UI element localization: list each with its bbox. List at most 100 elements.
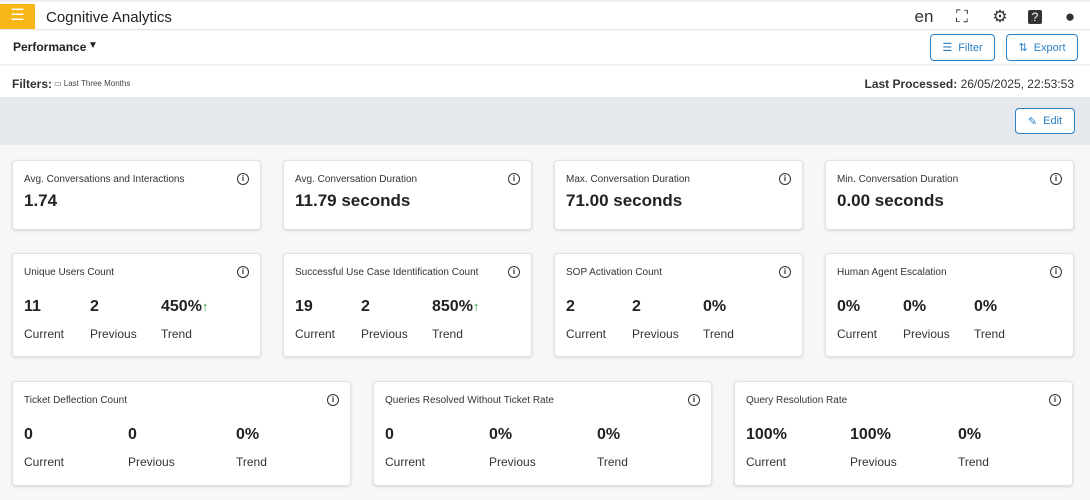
trend-value: 850% bbox=[432, 298, 473, 315]
fullscreen-icon[interactable]: ⛶ bbox=[956, 7, 968, 26]
date-filter-text: Last Three Months bbox=[63, 79, 131, 88]
metric-card: Query Resolution Rate i 100% Current 100%… bbox=[734, 381, 1073, 486]
filters-row: Filters: ▭ Last Three Months Last Proces… bbox=[0, 66, 1090, 97]
account-icon[interactable]: ● bbox=[1064, 7, 1076, 26]
trend-value: 0% bbox=[236, 426, 260, 443]
language-selector[interactable]: en bbox=[914, 7, 934, 26]
trend-value: 0% bbox=[703, 298, 727, 315]
filter-button[interactable]: ☰ Filter bbox=[930, 34, 995, 61]
help-icon[interactable]: ? bbox=[1028, 10, 1042, 24]
previous-label: Previous bbox=[489, 455, 536, 469]
date-filter-chip[interactable]: ▭ Last Three Months bbox=[54, 79, 130, 88]
previous-label: Previous bbox=[903, 327, 950, 341]
current-value: 0 bbox=[385, 426, 394, 443]
trend-label: Trend bbox=[597, 455, 628, 469]
edit-label: Edit bbox=[1043, 115, 1063, 127]
metric-card: Ticket Deflection Count i 0 Current 0 Prev… bbox=[12, 381, 351, 486]
card-title: Ticket Deflection Count bbox=[24, 395, 128, 406]
card-title: Avg. Conversation Duration bbox=[295, 174, 418, 185]
trend-value: 450% bbox=[161, 298, 202, 315]
previous-value: 2 bbox=[90, 298, 99, 315]
export-button[interactable]: ⇅ Export bbox=[1006, 34, 1078, 61]
metric-card: Unique Users Count i 11 Current 2 Previous… bbox=[12, 253, 261, 357]
previous-label: Previous bbox=[361, 327, 408, 341]
previous-label: Previous bbox=[850, 455, 897, 469]
current-label: Current bbox=[295, 327, 336, 341]
metric-card: Successful Use Case Identification Count… bbox=[283, 253, 532, 357]
info-icon[interactable]: i bbox=[327, 394, 339, 406]
filter-icon: ☰ bbox=[942, 42, 953, 54]
card-title: Queries Resolved Without Ticket Rate bbox=[385, 395, 554, 406]
sort-icon: ⇅ bbox=[1018, 42, 1028, 54]
edit-band: ✎ Edit bbox=[0, 97, 1090, 145]
summary-card: Avg. Conversation Duration i 11.79 secon… bbox=[283, 160, 532, 230]
metric-card: Human Agent Escalation i 0% Current 0% Pre… bbox=[825, 253, 1074, 357]
previous-label: Previous bbox=[128, 455, 175, 469]
card-value: 71.00 seconds bbox=[566, 191, 683, 210]
card-title: Avg. Conversations and Interactions bbox=[24, 174, 185, 185]
menu-icon[interactable]: ☰ bbox=[0, 4, 35, 29]
current-label: Current bbox=[837, 327, 878, 341]
current-label: Current bbox=[24, 327, 65, 341]
info-icon[interactable]: i bbox=[1050, 173, 1062, 185]
info-icon[interactable]: i bbox=[237, 266, 249, 278]
trend-label: Trend bbox=[161, 327, 192, 341]
current-label: Current bbox=[385, 455, 426, 469]
trend-label: Trend bbox=[236, 455, 267, 469]
settings-icon[interactable]: ⚙ bbox=[992, 7, 1008, 26]
export-label: Export bbox=[1033, 41, 1066, 54]
summary-card: Max. Conversation Duration i 71.00 secon… bbox=[554, 160, 803, 230]
current-value: 19 bbox=[295, 298, 313, 315]
trend-label: Trend bbox=[703, 327, 734, 341]
view-dropdown[interactable]: Performance bbox=[13, 40, 87, 54]
info-icon[interactable]: i bbox=[237, 173, 249, 185]
card-title: Min. Conversation Duration bbox=[837, 174, 959, 185]
info-icon[interactable]: i bbox=[1049, 394, 1061, 406]
edit-button[interactable]: ✎ Edit bbox=[1015, 108, 1075, 134]
info-icon[interactable]: i bbox=[688, 394, 700, 406]
info-icon[interactable]: i bbox=[779, 173, 791, 185]
filters-label: Filters: bbox=[12, 77, 53, 91]
card-title: Human Agent Escalation bbox=[837, 267, 947, 278]
last-processed-label: Last Processed: bbox=[864, 77, 958, 91]
pencil-icon: ✎ bbox=[1027, 115, 1038, 128]
arrow-up-icon: ↑ bbox=[472, 299, 480, 314]
info-icon[interactable]: i bbox=[508, 173, 520, 185]
info-icon[interactable]: i bbox=[1050, 266, 1062, 278]
last-processed: Last Processed: 26/05/2025, 22:53:53 bbox=[865, 77, 1075, 91]
current-label: Current bbox=[566, 327, 607, 341]
current-value: 0 bbox=[24, 426, 33, 443]
trend-value: 0% bbox=[597, 426, 621, 443]
card-value: 11.79 seconds bbox=[295, 191, 411, 210]
metric-card: Queries Resolved Without Ticket Rate i 0… bbox=[373, 381, 712, 486]
card-title: Unique Users Count bbox=[24, 267, 115, 278]
info-icon[interactable]: i bbox=[779, 266, 791, 278]
previous-value: 2 bbox=[361, 298, 370, 315]
chevron-down-icon[interactable]: ▼ bbox=[88, 40, 98, 51]
current-value: 0% bbox=[837, 298, 861, 315]
card-title: Query Resolution Rate bbox=[746, 395, 848, 406]
card-value: 1.74 bbox=[24, 191, 58, 210]
calendar-icon: ▭ bbox=[54, 79, 64, 88]
filter-label: Filter bbox=[958, 41, 983, 54]
current-value: 2 bbox=[566, 298, 575, 315]
info-icon[interactable]: i bbox=[508, 266, 520, 278]
current-value: 11 bbox=[24, 298, 41, 315]
metric-card: SOP Activation Count i 2 Current 2 Previou… bbox=[554, 253, 803, 357]
current-label: Current bbox=[746, 455, 787, 469]
card-title: Successful Use Case Identification Count bbox=[295, 267, 479, 278]
sub-header: Performance ▼ ☰ Filter ⇅ Export bbox=[0, 31, 1090, 65]
current-label: Current bbox=[24, 455, 65, 469]
summary-card: Min. Conversation Duration i 0.00 second… bbox=[825, 160, 1074, 230]
card-title: Max. Conversation Duration bbox=[566, 174, 690, 185]
previous-label: Previous bbox=[90, 327, 137, 341]
summary-card: Avg. Conversations and Interactions i 1.… bbox=[12, 160, 261, 230]
trend-label: Trend bbox=[974, 327, 1005, 341]
app-title: Cognitive Analytics bbox=[46, 9, 172, 26]
previous-value: 0% bbox=[489, 426, 513, 443]
trend-label: Trend bbox=[958, 455, 989, 469]
previous-value: 0% bbox=[903, 298, 927, 315]
top-bar: ☰ Cognitive Analytics en ⛶ ⚙ ? ● bbox=[0, 0, 1090, 30]
last-processed-value: 26/05/2025, 22:53:53 bbox=[960, 77, 1074, 91]
current-value: 100% bbox=[746, 426, 787, 443]
